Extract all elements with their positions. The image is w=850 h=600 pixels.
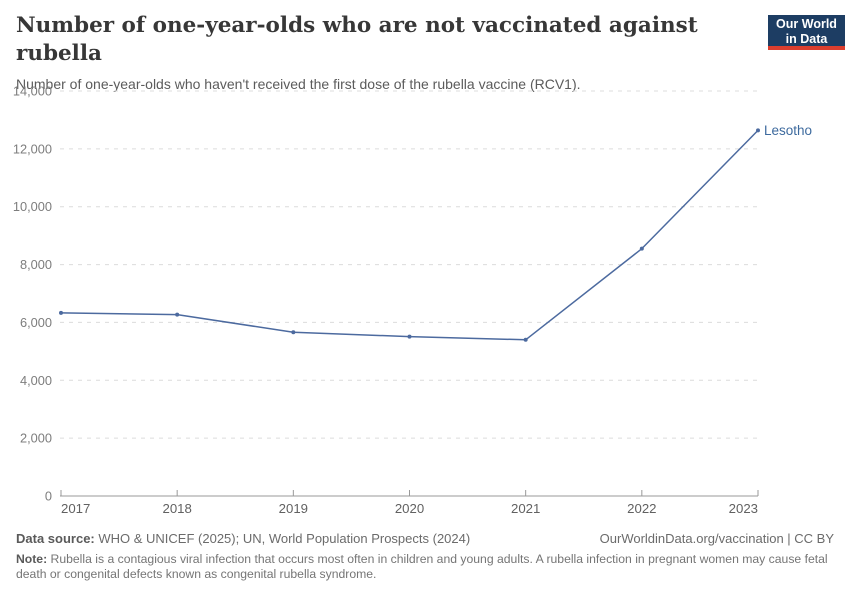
y-axis-tick-label: 8,000 — [20, 257, 52, 272]
y-axis-tick-label: 14,000 — [13, 84, 52, 99]
x-axis-tick-label[interactable]: 2019 — [279, 501, 308, 516]
data-point[interactable] — [639, 246, 644, 251]
data-series-line[interactable] — [60, 129, 759, 341]
owid-logo-line1: Our World — [776, 17, 837, 31]
chart-header: Number of one-year-olds who are not vacc… — [16, 12, 756, 93]
source-row: Data source: WHO & UNICEF (2025); UN, Wo… — [16, 531, 834, 547]
data-point[interactable] — [756, 128, 760, 133]
data-source-text[interactable]: Data source: WHO & UNICEF (2025); UN, Wo… — [16, 531, 470, 547]
y-axis-tick-label: 0 — [45, 489, 52, 504]
note-label: Note: — [16, 552, 48, 566]
chart-canvas: 0 2,000 4,000 6,000 8,000 10,000 12,000 14,000 2… — [13, 84, 812, 517]
entity-label[interactable]: Lesotho — [764, 123, 812, 138]
data-point[interactable] — [59, 310, 63, 315]
owid-logo-line2: in Data — [785, 31, 828, 46]
owid-logo[interactable]: Our World in Data — [768, 15, 845, 50]
x-axis-tick-label[interactable]: 2023 — [729, 501, 758, 516]
data-source-label: Data source: — [16, 531, 95, 546]
x-axis-tick-label[interactable]: 2017 — [61, 501, 90, 516]
y-axis-tick-label: 4,000 — [20, 373, 52, 388]
data-point[interactable] — [175, 312, 180, 317]
data-point[interactable] — [523, 337, 528, 342]
data-point[interactable] — [407, 334, 412, 339]
y-axis-tick-label: 10,000 — [13, 199, 52, 214]
data-source-value: WHO & UNICEF (2025); UN, World Populatio… — [94, 531, 471, 546]
chart-title: Number of one-year-olds who are not vacc… — [16, 13, 698, 66]
x-axis-tick-label[interactable]: 2018 — [162, 501, 191, 516]
y-axis-tick-label: 2,000 — [20, 431, 52, 446]
x-axis-tick-label[interactable]: 2022 — [627, 501, 656, 516]
chart-subtitle: Number of one-year-olds who haven't rece… — [16, 76, 581, 92]
note-text: Note: Rubella is a contagious viral infe… — [16, 552, 828, 582]
y-axis-tick-label: 12,000 — [13, 141, 52, 156]
note-value: Rubella is a contagious viral infection … — [16, 552, 828, 581]
data-point[interactable] — [291, 330, 296, 335]
y-axis-tick-label: 6,000 — [20, 315, 52, 330]
x-axis-tick-label[interactable]: 2020 — [395, 501, 424, 516]
attribution-link[interactable]: OurWorldinData.org/vaccination | CC BY — [599, 531, 834, 546]
x-axis-tick-label[interactable]: 2021 — [511, 501, 540, 516]
chart-footer: Data source: WHO & UNICEF (2025); UN, Wo… — [16, 531, 834, 582]
